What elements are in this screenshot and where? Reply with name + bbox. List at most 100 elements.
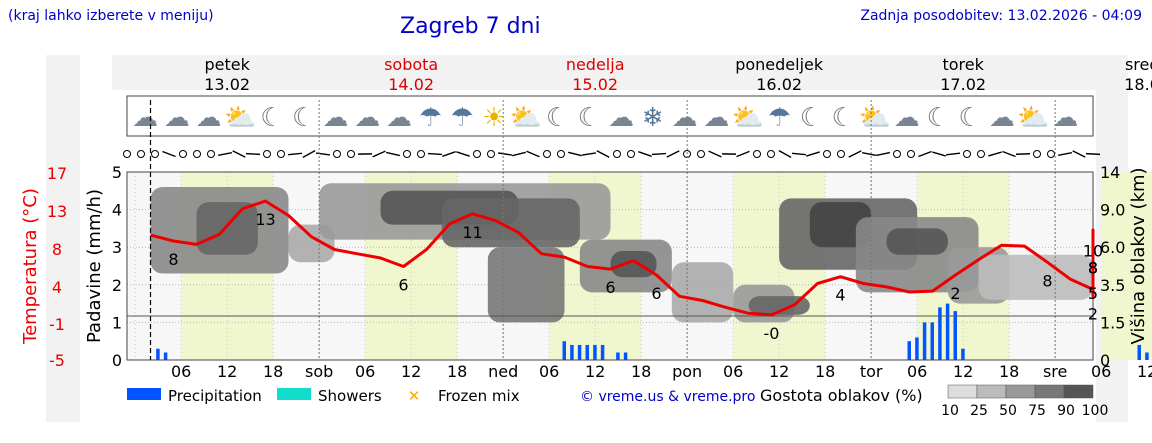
x-tick-label: 18 xyxy=(631,362,651,381)
precip-bar xyxy=(593,344,597,360)
density-label: 25 xyxy=(970,403,988,419)
wind-calm-icon xyxy=(823,150,831,158)
wind-calm-icon xyxy=(767,150,775,158)
wind-calm-icon xyxy=(753,150,761,158)
temp-tick: 4 xyxy=(52,278,62,297)
partly-sunny-icon: ⛅ xyxy=(1017,103,1049,133)
cloud-height-tick: 6.0 xyxy=(1100,238,1125,257)
moon-icon: ☾ xyxy=(292,103,315,133)
x-tick-label: 18 xyxy=(815,362,835,381)
x-tick-label: 18 xyxy=(263,362,283,381)
wind-barb-icon xyxy=(456,151,470,157)
wind-calm-icon xyxy=(977,150,985,158)
x-tick-label: sob xyxy=(305,362,333,381)
precip-axis-title: Padavine (mm/h) xyxy=(84,189,105,343)
wind-barb-icon xyxy=(1085,152,1101,156)
temp-tick: -1 xyxy=(49,315,65,334)
day-date: 13.02 xyxy=(204,75,250,94)
temp-value-label: 8 xyxy=(1088,259,1098,278)
day-name: petek xyxy=(204,55,250,74)
density-label: 10 xyxy=(941,403,959,419)
precip-bar xyxy=(616,352,620,360)
legend-showers-label: Showers xyxy=(318,387,382,405)
x-tick-label: 12 xyxy=(769,362,789,381)
wind-barb-icon xyxy=(232,150,246,158)
wind-barb-icon xyxy=(442,151,456,157)
density-swatch xyxy=(947,384,978,399)
density-label: 50 xyxy=(999,403,1017,419)
wind-calm-icon xyxy=(543,150,551,158)
wind-calm-icon xyxy=(179,150,187,158)
temp-value-label: 6 xyxy=(398,276,408,295)
temp-tick: -5 xyxy=(49,351,65,370)
temp-tick: 8 xyxy=(52,240,62,259)
day-name: sobota xyxy=(384,55,438,74)
wind-barb-icon xyxy=(945,152,961,156)
temp-value-label: 4 xyxy=(835,286,845,305)
precip-bar xyxy=(930,322,934,360)
precip-bar xyxy=(953,311,957,360)
moon-icon: ☾ xyxy=(260,103,283,133)
wind-calm-icon xyxy=(613,150,621,158)
wind-barb-icon xyxy=(372,150,386,158)
x-tick-label: 06 xyxy=(1091,362,1111,381)
precip-bar xyxy=(915,337,919,360)
day-date: 16.02 xyxy=(756,75,802,94)
cloud-cover-blob xyxy=(610,250,657,278)
precip-bar xyxy=(922,322,927,360)
wind-barb-icon xyxy=(791,152,807,156)
density-swatch xyxy=(1034,384,1065,399)
temp-value-label: 6 xyxy=(651,284,661,303)
x-tick-label: 18 xyxy=(999,362,1019,381)
temp-value-label: 8 xyxy=(1042,271,1052,290)
x-tick-label: 12 xyxy=(1137,362,1152,381)
region-hint[interactable]: (kraj lahko izberete v meniju) xyxy=(8,8,214,24)
temp-value-label: 10 xyxy=(1083,242,1103,261)
wind-calm-icon xyxy=(963,150,971,158)
wind-barb-icon xyxy=(596,150,610,158)
temp-value-label: 8 xyxy=(168,250,178,269)
wind-calm-icon xyxy=(207,150,215,158)
x-tick-label: ned xyxy=(488,362,518,381)
temp-value-label: 6 xyxy=(605,278,615,297)
x-tick-label: 06 xyxy=(723,362,743,381)
wind-barb-icon xyxy=(287,152,303,156)
cloudy-icon: ☁ xyxy=(671,103,697,133)
day-name: sreda xyxy=(1125,55,1152,74)
cloudy-icon: ☁ xyxy=(164,103,190,133)
page-title: Zagreb 7 dni xyxy=(400,14,541,39)
cloudy-icon: ☁ xyxy=(608,103,634,133)
temperature-line xyxy=(150,199,1095,317)
precip-bar xyxy=(577,344,582,360)
wind-barb-icon xyxy=(245,152,261,156)
legend: Precipitation Showers ✕ Frozen mix © vre… xyxy=(127,384,1108,419)
wind-barb-icon xyxy=(848,150,862,158)
x-tick-label: tor xyxy=(860,362,883,381)
cloudy-icon: ☁ xyxy=(132,103,158,133)
temp-tick: 17 xyxy=(47,164,67,183)
partly-sunny-icon: ⛅ xyxy=(732,103,764,133)
wind-barb-icon xyxy=(806,151,820,157)
cloud-cover-blob xyxy=(886,228,948,255)
day-date: 15.02 xyxy=(572,75,618,94)
precip-bar xyxy=(156,348,160,360)
wind-calm-icon xyxy=(557,150,565,158)
temp-tick: 13 xyxy=(47,202,67,221)
wind-barb-icon xyxy=(876,151,890,157)
left-panel xyxy=(46,55,80,422)
partly-sunny-icon: ⛅ xyxy=(859,103,891,133)
x-tick-label: 06 xyxy=(907,362,927,381)
wind-calm-icon xyxy=(277,150,285,158)
cloudy-icon: ☁ xyxy=(195,103,221,133)
day-date: 18.02 xyxy=(1124,75,1152,94)
x-tick-label: 06 xyxy=(539,362,559,381)
moon-icon: ☾ xyxy=(958,103,981,133)
x-tick-label: 18 xyxy=(447,362,467,381)
cloud-height-tick: 9.0 xyxy=(1100,201,1125,220)
copyright-link[interactable]: © vreme.us & vreme.pro xyxy=(580,389,755,405)
wind-barb-icon xyxy=(568,151,582,157)
precip-tick: 5 xyxy=(112,163,122,182)
x-tick-label: pon xyxy=(672,362,702,381)
wind-calm-icon xyxy=(403,150,411,158)
